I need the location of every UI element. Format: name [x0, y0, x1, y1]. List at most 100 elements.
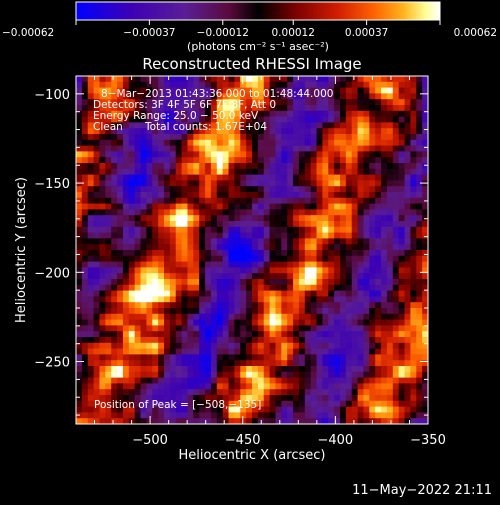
heatmap-cell	[322, 360, 329, 367]
heatmap-cell	[392, 267, 400, 274]
heatmap-cell	[416, 81, 423, 89]
heatmap-cell	[281, 122, 288, 129]
heatmap-cell	[298, 250, 306, 257]
heatmap-cell	[351, 151, 359, 158]
heatmap-cell	[87, 279, 95, 286]
heatmap-cell	[111, 250, 118, 257]
heatmap-cell	[164, 238, 171, 245]
heatmap-cell	[416, 308, 423, 315]
heatmap-cell	[93, 296, 101, 303]
heatmap-cell	[410, 139, 417, 147]
heatmap-cell	[269, 99, 277, 106]
heatmap-cell	[310, 383, 318, 390]
heatmap-cell	[246, 197, 253, 205]
heatmap-cell	[240, 395, 247, 402]
heatmap-cell	[210, 197, 218, 205]
heatmap-cell	[128, 197, 136, 205]
heatmap-cell	[381, 192, 388, 199]
heatmap-cell	[140, 337, 147, 344]
heatmap-cell	[93, 151, 101, 158]
heatmap-cell	[122, 168, 130, 176]
heatmap-cell	[416, 342, 423, 350]
heatmap-cell	[410, 238, 417, 245]
heatmap-cell	[340, 180, 347, 187]
heatmap-cell	[222, 325, 230, 332]
heatmap-cell	[322, 116, 329, 123]
heatmap-cell	[181, 192, 189, 199]
heatmap-cell	[228, 232, 235, 239]
heatmap-cell	[205, 366, 212, 373]
heatmap-cell	[81, 122, 89, 129]
heatmap-cell	[240, 313, 247, 321]
x-axis-label: Heliocentric X (arcsec)	[179, 448, 326, 463]
heatmap-cell	[122, 209, 130, 216]
heatmap-cell	[386, 197, 394, 205]
heatmap-cell	[76, 157, 83, 164]
heatmap-cell	[158, 250, 165, 257]
y-tick-label: −100	[34, 88, 70, 103]
heatmap-cell	[234, 302, 241, 309]
heatmap-cell	[187, 395, 194, 402]
heatmap-cell	[134, 418, 142, 424]
colorbar-tick-marks	[75, 20, 441, 25]
heatmap-cell	[158, 400, 165, 408]
heatmap-cell	[76, 122, 83, 129]
heatmap-cell	[328, 319, 335, 326]
heatmap-cell	[357, 145, 365, 152]
heatmap-cell	[128, 139, 136, 147]
heatmap-cell	[111, 244, 118, 251]
heatmap-cell	[275, 418, 282, 424]
heatmap-cell	[228, 395, 235, 402]
heatmap-cell	[246, 226, 253, 234]
heatmap-cell	[298, 186, 306, 193]
heatmap-cell	[175, 76, 183, 83]
heatmap-cell	[386, 331, 394, 338]
heatmap-cell	[93, 412, 101, 419]
heatmap-cell	[386, 354, 394, 361]
heatmap-cell	[322, 261, 329, 268]
heatmap-cell	[216, 313, 224, 321]
heatmap-cell	[381, 406, 388, 413]
heatmap-cell	[140, 244, 147, 251]
heatmap-cell	[76, 331, 83, 338]
heatmap-cell	[81, 406, 89, 413]
heatmap-cell	[99, 139, 106, 147]
heatmap-cell	[416, 406, 423, 413]
heatmap-cell	[146, 313, 153, 321]
heatmap-cell	[340, 151, 347, 158]
heatmap-cell	[111, 215, 118, 222]
heatmap-cell	[304, 226, 312, 234]
heatmap-cell	[422, 110, 428, 118]
heatmap-cell	[205, 215, 212, 222]
heatmap-cell	[410, 395, 417, 402]
heatmap-cell	[340, 203, 347, 210]
heatmap-cell	[345, 313, 353, 321]
heatmap-cell	[392, 279, 400, 286]
heatmap-cell	[416, 290, 423, 297]
heatmap-cell	[187, 139, 194, 147]
heatmap-cell	[322, 383, 329, 390]
heatmap-cell	[146, 197, 153, 205]
heatmap-cell	[146, 377, 153, 384]
heatmap-cell	[234, 186, 241, 193]
heatmap-cell	[381, 174, 388, 181]
heatmap-cell	[316, 151, 323, 158]
heatmap-cell	[381, 226, 388, 234]
heatmap-cell	[404, 250, 411, 257]
heatmap-cell	[263, 279, 271, 286]
heatmap-cell	[234, 203, 241, 210]
heatmap-cell	[81, 232, 89, 239]
heatmap-cell	[111, 325, 118, 332]
heatmap-cell	[304, 331, 312, 338]
heatmap-cell	[386, 122, 394, 129]
heatmap-cell	[210, 244, 218, 251]
heatmap-cell	[386, 395, 394, 402]
heatmap-cell	[105, 337, 112, 344]
heatmap-cell	[234, 418, 241, 424]
heatmap-cell	[369, 139, 376, 147]
heatmap-cell	[375, 337, 382, 344]
heatmap-cell	[363, 331, 370, 338]
heatmap-cell	[122, 383, 130, 390]
heatmap-cell	[93, 209, 101, 216]
